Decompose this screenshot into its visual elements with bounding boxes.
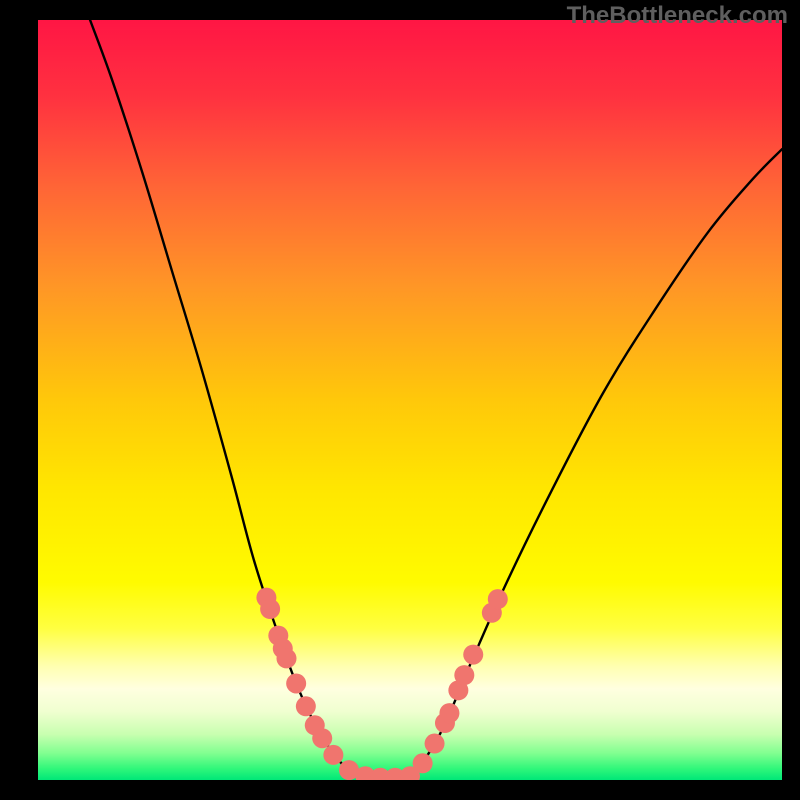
curve-marker xyxy=(276,648,296,668)
curve-marker xyxy=(296,696,316,716)
curve-marker xyxy=(323,745,343,765)
curve-marker xyxy=(463,645,483,665)
watermark-text: TheBottleneck.com xyxy=(567,2,788,30)
curve-marker xyxy=(260,599,280,619)
curve-marker xyxy=(454,665,474,685)
curve-marker xyxy=(488,589,508,609)
curve-marker xyxy=(439,703,459,723)
curve-marker xyxy=(425,734,445,754)
plot-area xyxy=(38,20,782,780)
curve-marker xyxy=(413,753,433,773)
curve-marker xyxy=(286,673,306,693)
gradient-background xyxy=(38,20,782,780)
chart-canvas: TheBottleneck.com xyxy=(0,0,800,800)
curve-marker xyxy=(312,728,332,748)
